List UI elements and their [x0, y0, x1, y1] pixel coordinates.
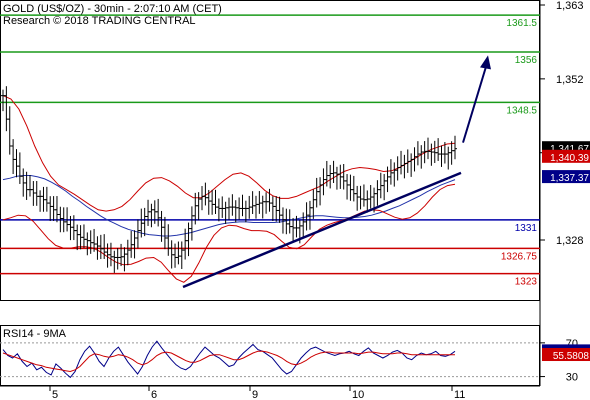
level-label: 1323: [515, 277, 538, 288]
rsi-line: [2, 340, 456, 379]
support-resistance-levels: 1361.5 1356 1348.5 1331 1326.75 1323: [0, 14, 540, 288]
rsi-indicator: 703059.868955.5808: [0, 338, 590, 384]
last-price-tag-label: 1,337.37: [550, 173, 589, 184]
rsi-tick-label: 30: [566, 372, 578, 384]
moving-average-blue-line: [2, 175, 456, 237]
price-panel-frame: [0, 0, 540, 301]
price-tick-label: 1,328: [556, 235, 584, 247]
level-label: 1326.75: [501, 251, 538, 262]
rsi-ma-line: [2, 350, 455, 373]
time-tick-label: 10: [352, 389, 364, 400]
price-candles: [1, 86, 457, 273]
trend-annotations: [182, 55, 491, 289]
chart-subtitle: Research © 2018 TRADING CENTRAL: [3, 15, 196, 27]
rsi-title: RSI14 - 9MA: [3, 328, 67, 340]
last-price-tag-bg: [542, 170, 590, 184]
rsi-value-tag-label: 55.5808: [553, 351, 590, 362]
time-axis-ticks: 5 6 9 10 11: [49, 386, 465, 400]
forecast-arrow-head: [480, 55, 491, 70]
time-tick-label: 6: [151, 389, 157, 400]
level-label: 1361.5: [506, 18, 537, 29]
last-price-tag-label: 1,341.67: [550, 144, 589, 155]
time-tick-label: 11: [454, 389, 465, 400]
level-label: 1331: [515, 223, 538, 234]
indicator-lines: [2, 95, 456, 283]
chart-title: GOLD (US$/OZ) - 30min - 2:07:10 AM (CET): [3, 3, 222, 15]
last-price-tag-label: 1,340.39: [550, 153, 589, 164]
bollinger-lower-line: [2, 183, 456, 283]
time-tick-label: 5: [52, 389, 58, 400]
price-tick-label: 1,352: [556, 74, 584, 86]
time-tick-label: 9: [252, 389, 258, 400]
level-label: 1356: [515, 55, 538, 66]
price-tick-label: 1,363: [556, 0, 584, 12]
forecast-arrow-shaft: [462, 63, 488, 143]
trend-line: [182, 171, 462, 289]
rsi-value-tag-bg: [542, 348, 590, 362]
bollinger-upper-line: [2, 95, 456, 212]
level-label: 1348.5: [506, 105, 537, 116]
last-price-tags: 1,341.671,340.39 1,337.37: [542, 141, 590, 184]
last-price-tag-bg: [542, 149, 590, 163]
